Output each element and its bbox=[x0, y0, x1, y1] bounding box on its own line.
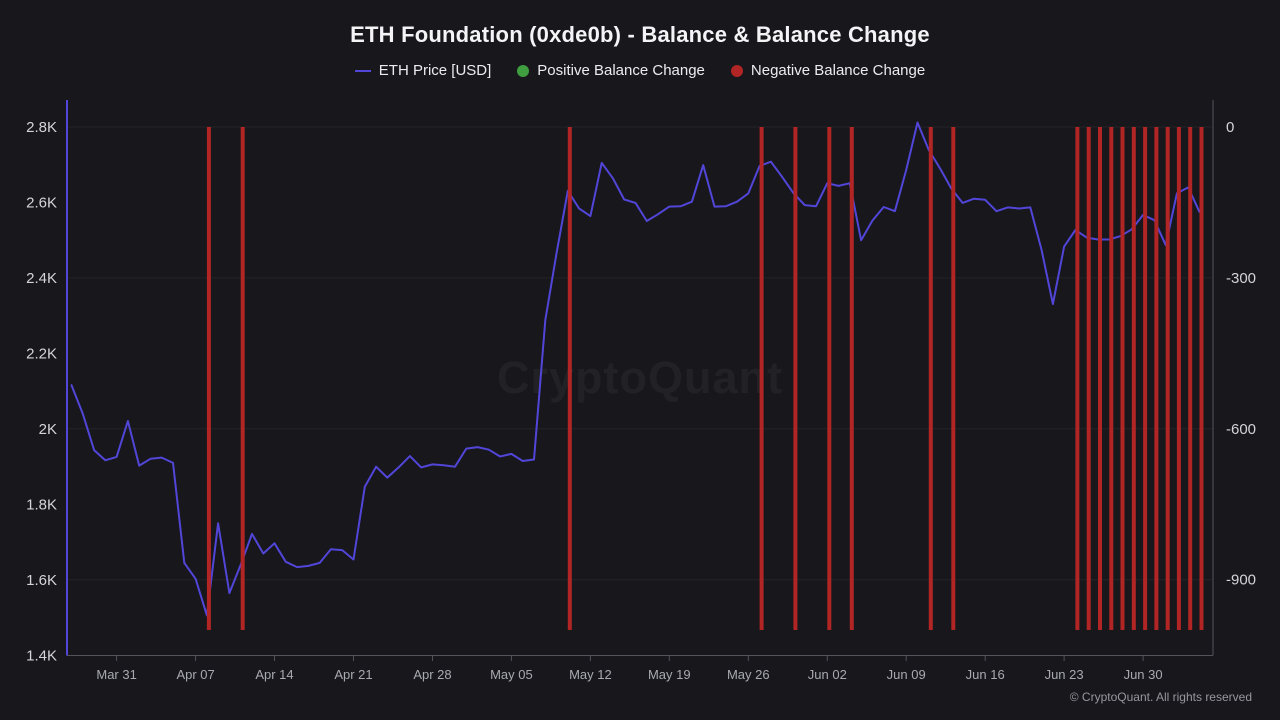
eth-price-line bbox=[70, 121, 1201, 617]
legend-item-positive-balance-change[interactable]: Positive Balance Change bbox=[517, 62, 705, 79]
y-axis-label-left: 2.4K bbox=[26, 270, 57, 287]
y-axis-label-right: -600 bbox=[1226, 421, 1256, 438]
x-axis-label: Apr 07 bbox=[176, 667, 214, 682]
legend-label: Negative Balance Change bbox=[750, 62, 926, 79]
legend-item-negative-balance-change[interactable]: Negative Balance Change bbox=[730, 62, 926, 79]
line-swatch-icon bbox=[354, 69, 371, 72]
green-dot-icon bbox=[517, 64, 530, 77]
y-axis-label-left: 2K bbox=[39, 421, 57, 438]
x-axis-label: Jun 23 bbox=[1045, 667, 1084, 682]
legend-label: ETH Price [USD] bbox=[378, 62, 492, 79]
y-axis-label-left: 2.6K bbox=[26, 195, 57, 212]
x-axis-label: Jun 09 bbox=[887, 667, 926, 682]
y-axis-label-right: -900 bbox=[1226, 572, 1256, 589]
y-axis-label-left: 1.6K bbox=[26, 572, 57, 589]
red-dot-icon bbox=[730, 64, 743, 77]
y-axis-label-left: 2.2K bbox=[26, 346, 57, 363]
x-axis-label: May 26 bbox=[727, 667, 770, 682]
chart-title: ETH Foundation (0xde0b) - Balance & Bala… bbox=[350, 22, 930, 47]
legend-label: Positive Balance Change bbox=[537, 62, 705, 79]
x-axis-label: Jun 30 bbox=[1124, 667, 1163, 682]
legend-item-eth-price[interactable]: ETH Price [USD] bbox=[354, 62, 492, 79]
watermark: CryptoQuant bbox=[497, 352, 783, 403]
y-axis-label-left: 1.8K bbox=[26, 496, 57, 513]
x-axis-label: Apr 28 bbox=[413, 667, 451, 682]
y-axis-label-left: 1.4K bbox=[26, 647, 57, 664]
legend: ETH Price [USD] Positive Balance Change … bbox=[0, 62, 1280, 79]
y-axis-label-left: 2.8K bbox=[26, 119, 57, 136]
x-axis-label: Mar 31 bbox=[96, 667, 136, 682]
x-axis-label: Jun 16 bbox=[966, 667, 1005, 682]
x-axis-label: Apr 14 bbox=[255, 667, 293, 682]
y-axis-label-right: 0 bbox=[1226, 119, 1234, 136]
x-axis-label: Apr 21 bbox=[334, 667, 372, 682]
x-axis-label: May 05 bbox=[490, 667, 533, 682]
y-axis-label-right: -300 bbox=[1226, 270, 1256, 287]
copyright: © CryptoQuant. All rights reserved bbox=[1069, 690, 1252, 704]
x-axis-label: May 19 bbox=[648, 667, 691, 682]
x-axis-label: May 12 bbox=[569, 667, 612, 682]
x-axis-label: Jun 02 bbox=[808, 667, 847, 682]
